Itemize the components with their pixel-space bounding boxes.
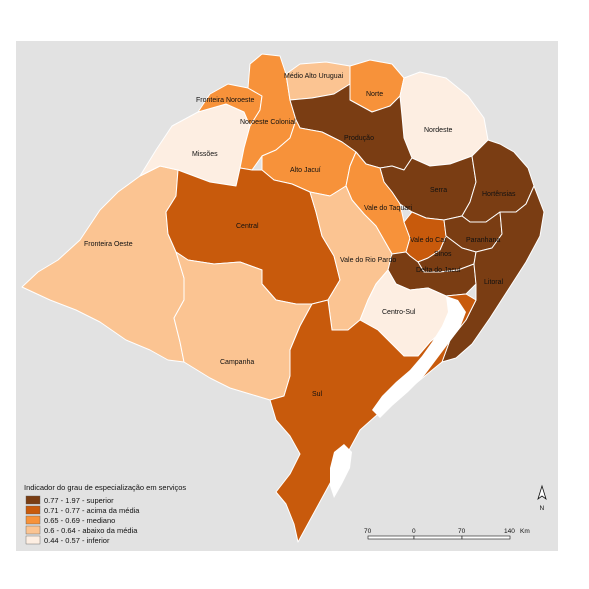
scale-tick-3: 70 <box>458 528 466 535</box>
scale-tick-2: 0 <box>412 528 416 535</box>
legend-swatch <box>25 515 41 525</box>
label-centro-sul: Centro-Sul <box>382 309 416 316</box>
north-arrow-label: N <box>540 505 545 512</box>
label-alto-jacui: Alto Jacuí <box>290 167 321 174</box>
water-bodies <box>330 296 466 498</box>
label-fronteira-oeste: Fronteira Oeste <box>84 241 133 248</box>
label-vale-do-rio-pardo: Vale do Rio Pardo <box>340 257 396 264</box>
lagoa-mirim <box>330 444 352 498</box>
region-campanha[interactable] <box>173 251 313 401</box>
scale-bar-segment-1 <box>367 535 415 540</box>
label-vale-do-cai: Vale do Caí <box>410 237 446 244</box>
legend: Indicador do grau de especialização em s… <box>24 483 186 545</box>
label-hortensias: Hortênsias <box>482 191 516 198</box>
label-delta-do-jacui: Delta do Jacuí <box>416 267 461 274</box>
label-paranhana: Paranhana <box>466 237 500 244</box>
label-producao: Produção <box>344 135 374 142</box>
scale-tick-1: 70 <box>364 528 372 535</box>
north-arrow-icon <box>537 484 547 501</box>
lagoa-dos-patos <box>372 296 466 418</box>
legend-item-label: 0.77 - 1.97 - superior <box>44 496 114 505</box>
label-norte: Norte <box>366 91 383 98</box>
legend-title: Indicador do grau de especialização em s… <box>24 483 186 492</box>
legend-item-label: 0.71 - 0.77 - acima da média <box>44 506 140 515</box>
region-labels: Médio Alto Uruguai Fronteira Noroeste No… <box>84 73 516 398</box>
legend-swatch <box>25 505 41 515</box>
scale-bar: 70 0 70 140 Km <box>364 528 530 540</box>
label-serra: Serra <box>430 187 447 194</box>
label-litoral: Litoral <box>484 279 504 286</box>
north-arrow: N <box>537 484 547 512</box>
label-fronteira-noroeste: Fronteira Noroeste <box>196 97 254 104</box>
label-sul: Sul <box>312 391 323 398</box>
label-missoes: Missões <box>192 151 218 158</box>
label-campanha: Campanha <box>220 359 254 366</box>
scale-tick-4: 140 <box>504 528 515 535</box>
legend-swatch <box>25 495 41 505</box>
label-central: Central <box>236 223 259 230</box>
legend-item-label: 0.65 - 0.69 - mediano <box>44 516 115 525</box>
legend-item-label: 0.6 - 0.64 - abaixo da média <box>44 526 138 535</box>
scale-bar-segment-3 <box>461 535 511 540</box>
legend-swatch <box>25 525 41 535</box>
label-nordeste: Nordeste <box>424 127 453 134</box>
label-sinos: Sinos <box>434 251 452 258</box>
scale-bar-segment-2 <box>413 535 463 540</box>
label-noroeste-colonial: Noroeste Colonial <box>240 119 296 126</box>
legend-swatch <box>25 535 41 545</box>
scale-unit: Km <box>520 528 530 535</box>
label-vale-do-taquari: Vale do Taquari <box>364 205 412 212</box>
legend-item-label: 0.44 - 0.57 - inferior <box>44 536 110 545</box>
label-medio-alto-uruguai: Médio Alto Uruguai <box>284 73 344 80</box>
